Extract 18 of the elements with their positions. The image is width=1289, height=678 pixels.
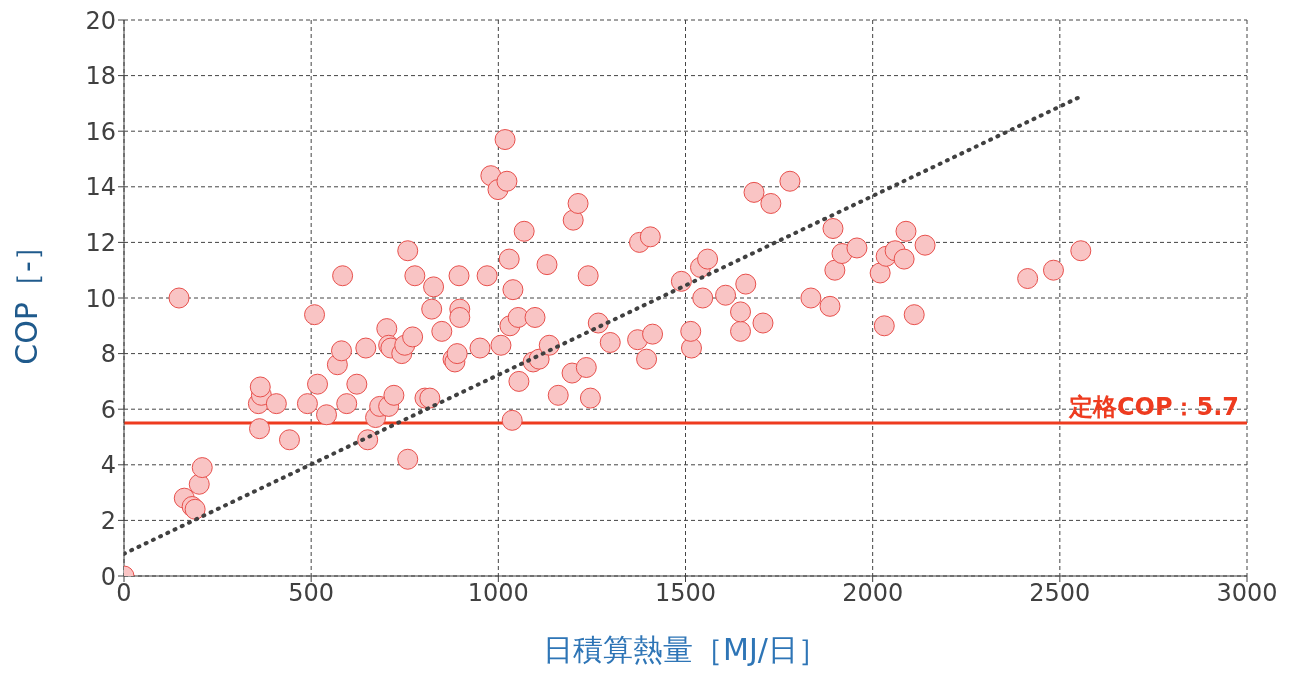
x-tick-label: 500 bbox=[288, 579, 335, 608]
y-tick-label: 18 bbox=[85, 62, 116, 91]
y-tick-label: 2 bbox=[100, 506, 116, 535]
y-tick-label: 16 bbox=[85, 117, 116, 146]
y-tick-label: 20 bbox=[85, 6, 116, 35]
y-axis-title: COP［-］ bbox=[8, 231, 44, 365]
y-tick-label: 8 bbox=[100, 340, 116, 369]
x-tick-label: 2000 bbox=[842, 579, 904, 608]
x-tick-label: 2500 bbox=[1029, 579, 1091, 608]
y-tick-label: 10 bbox=[85, 284, 116, 313]
x-tick-label: 3000 bbox=[1216, 579, 1278, 608]
x-axis-title: 日積算熱量［MJ/日］ bbox=[543, 632, 828, 667]
y-tick-label: 12 bbox=[85, 228, 116, 257]
y-tick-label: 14 bbox=[85, 173, 116, 202]
y-tick-label: 6 bbox=[100, 395, 116, 424]
y-tick-label: 4 bbox=[100, 451, 116, 480]
x-tick-label: 1000 bbox=[467, 579, 529, 608]
x-tick-label: 1500 bbox=[654, 579, 717, 608]
